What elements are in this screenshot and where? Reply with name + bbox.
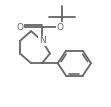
- Text: O: O: [16, 23, 24, 32]
- Text: N: N: [39, 36, 46, 45]
- Text: O: O: [56, 23, 63, 32]
